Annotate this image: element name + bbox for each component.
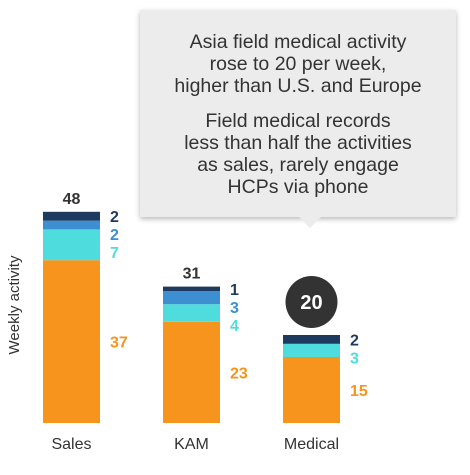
segment-value-label: 2 xyxy=(110,227,119,244)
segment-value-label: 3 xyxy=(230,300,239,317)
callout-line: Field medical records xyxy=(205,110,391,132)
callout-line: higher than U.S. and Europe xyxy=(174,75,422,97)
bar-segment-sales-blue xyxy=(43,220,100,230)
bars-layer xyxy=(43,211,340,423)
total-badge xyxy=(285,276,338,328)
bar-segment-kam-navy xyxy=(163,286,220,291)
callout-line: Asia field medical activity xyxy=(189,31,407,53)
segment-value-label: 37 xyxy=(110,335,128,352)
callout-line: HCPs via phone xyxy=(227,176,369,198)
bar-segment-sales-navy xyxy=(43,211,100,221)
bar-segment-medical-navy xyxy=(283,335,340,344)
segment-value-label: 2 xyxy=(350,332,359,349)
total-value-label: 48 xyxy=(63,191,81,208)
total-value-label: 31 xyxy=(183,266,201,283)
bar-segment-sales-cyan xyxy=(43,229,100,261)
segment-value-label: 15 xyxy=(350,383,368,400)
callout-box: Asia field medical activity rose to 20 p… xyxy=(140,10,456,217)
bar-segment-kam-blue xyxy=(163,291,220,305)
category-label: Sales xyxy=(51,436,91,453)
segment-value-label: 2 xyxy=(110,209,119,226)
bar-segment-sales-orange xyxy=(43,260,100,423)
segment-value-label: 4 xyxy=(230,318,239,335)
bar-segment-kam-cyan xyxy=(163,304,220,322)
callout-pointer xyxy=(298,216,322,228)
bar-segment-medical-cyan xyxy=(283,343,340,357)
segment-value-label: 7 xyxy=(110,245,119,262)
category-label: Medical xyxy=(284,436,339,453)
bar-segment-kam-orange xyxy=(163,321,220,423)
bar-segment-medical-orange xyxy=(283,357,340,423)
callout-line: rose to 20 per week, xyxy=(209,53,387,75)
segment-value-label: 1 xyxy=(230,282,239,299)
total-value-label: 20 xyxy=(300,292,322,314)
segment-value-label: 23 xyxy=(230,365,248,382)
segment-value-label: 3 xyxy=(350,350,359,367)
y-axis-label: Weekly activity xyxy=(6,255,23,354)
category-label: KAM xyxy=(174,436,209,453)
callout-line: less than half the activities xyxy=(184,132,412,154)
callout-line: as sales, rarely engage xyxy=(197,154,399,176)
